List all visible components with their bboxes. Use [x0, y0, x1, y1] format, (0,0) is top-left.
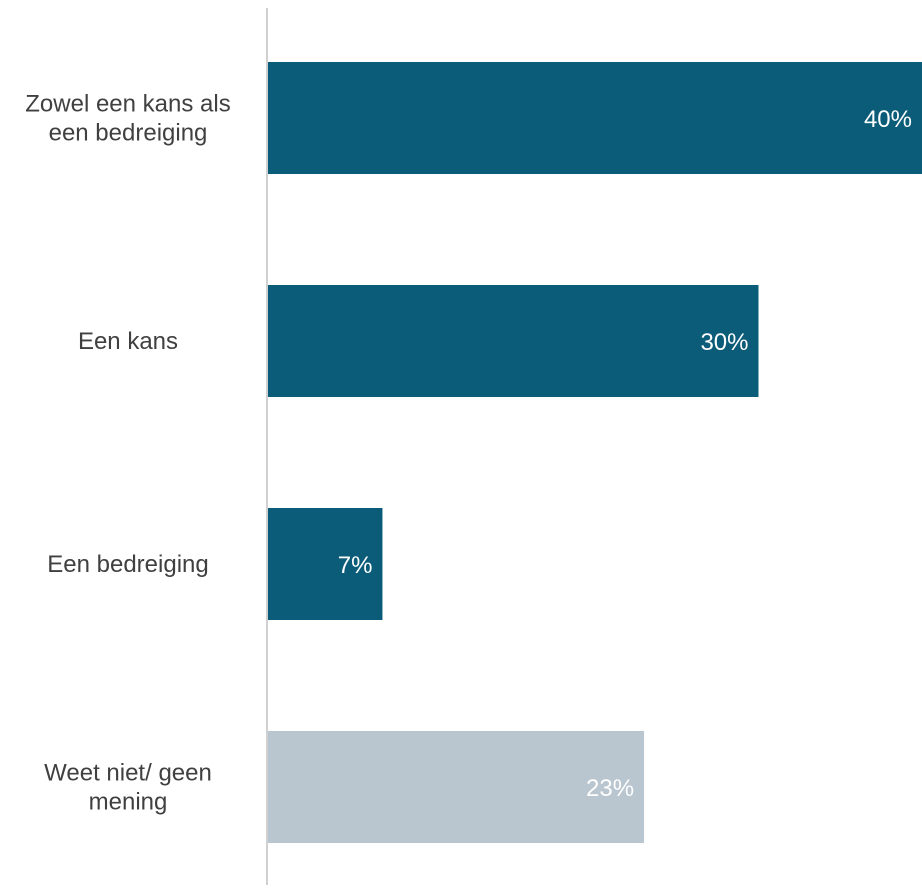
category-label-2: Een kans	[78, 328, 178, 355]
data-label-4: 23%	[586, 775, 634, 802]
category-label-line: Een kans	[78, 328, 178, 355]
data-label-3: 7%	[338, 552, 373, 579]
data-label-1: 40%	[864, 106, 912, 133]
category-label-line: een bedreiging	[49, 120, 208, 147]
bar-2	[268, 285, 759, 397]
category-label-line: Zowel een kans als	[25, 91, 230, 118]
bars-group: 40% Zowel een kans als een bedreiging 30% Ee…	[25, 62, 922, 843]
bar-4	[268, 731, 645, 843]
category-label-1: Zowel een kans als een bedreiging	[25, 91, 230, 147]
data-label-2: 30%	[700, 329, 748, 356]
category-label-line: mening	[89, 789, 168, 816]
bar-3	[268, 508, 383, 620]
category-label-4: Weet niet/ geen mening	[44, 760, 212, 816]
bar-1	[268, 62, 922, 174]
category-label-line: Een bedreiging	[47, 551, 208, 578]
category-label-3: Een bedreiging	[47, 551, 208, 578]
category-label-line: Weet niet/ geen	[44, 760, 212, 787]
